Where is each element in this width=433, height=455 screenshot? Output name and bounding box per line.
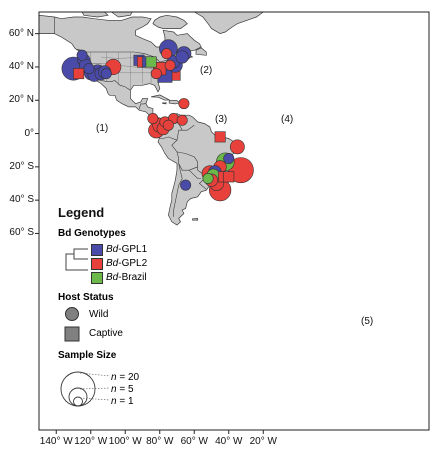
sample-markers bbox=[61, 39, 254, 202]
map-frame bbox=[38, 11, 430, 431]
jamaica bbox=[161, 102, 167, 105]
size-leader-1 bbox=[79, 397, 110, 401]
legend-title: Legend bbox=[58, 205, 105, 220]
lon-label: 140° W bbox=[39, 436, 73, 447]
lat-label: 0° bbox=[24, 127, 34, 139]
sample-marker-wild bbox=[223, 153, 235, 165]
greenland bbox=[171, 11, 265, 34]
sample-marker-wild bbox=[180, 179, 192, 191]
lat-label: 40° N bbox=[8, 60, 34, 72]
sample-marker-wild bbox=[83, 63, 95, 75]
andes-border bbox=[173, 163, 183, 217]
captive-square-icon bbox=[64, 326, 80, 342]
annotation-region-4: (4) bbox=[281, 114, 294, 125]
legend-genotypes-title: Bd Genotypes bbox=[58, 228, 126, 239]
annotation-region-5: (5) bbox=[361, 316, 374, 327]
lat-label: 60° N bbox=[8, 27, 34, 39]
size-leader-20 bbox=[79, 372, 110, 377]
swatch-gpl1 bbox=[91, 244, 103, 256]
annotation-region-1: (1) bbox=[96, 123, 109, 134]
lat-label: 20° N bbox=[8, 94, 34, 106]
baffin-island bbox=[152, 14, 188, 29]
newfoundland bbox=[195, 47, 207, 56]
sample-marker-wild bbox=[164, 59, 176, 71]
lon-label: 60° W bbox=[180, 436, 208, 447]
annotation-region-3: (3) bbox=[215, 114, 228, 125]
paraguay-border bbox=[188, 169, 202, 179]
sample-marker-captive bbox=[145, 56, 157, 68]
legend: Legend bbox=[44, 205, 204, 225]
hispaniola bbox=[168, 100, 181, 105]
swatch-gpl2 bbox=[91, 258, 103, 270]
legend-host-wild: Wild bbox=[89, 309, 109, 320]
sample-marker-captive bbox=[73, 68, 85, 80]
lat-label: 20° S bbox=[9, 160, 34, 172]
sample-marker-wild bbox=[175, 50, 189, 64]
legend-size-1: n = 1 bbox=[111, 396, 134, 407]
legend-size-circles bbox=[60, 371, 110, 407]
arctic-island-b bbox=[110, 11, 133, 18]
arctic-island-a bbox=[81, 11, 109, 18]
lat-label: 40° S bbox=[9, 194, 34, 206]
wild-circle-icon bbox=[65, 307, 79, 321]
annotation-region-2: (2) bbox=[200, 65, 213, 76]
lon-label: 120° W bbox=[74, 436, 108, 447]
lon-label: 100° W bbox=[108, 436, 142, 447]
legend-size-20: n = 20 bbox=[111, 372, 140, 383]
sample-marker-wild bbox=[161, 48, 173, 60]
sample-marker-wild bbox=[202, 173, 214, 185]
legend-size-5: n = 5 bbox=[111, 384, 134, 395]
sample-marker-wild bbox=[150, 68, 162, 80]
sample-marker-wild bbox=[100, 68, 112, 80]
mexico-central-border bbox=[138, 102, 147, 110]
sample-marker-captive bbox=[214, 131, 226, 143]
swatch-brazil bbox=[91, 272, 103, 284]
sample-marker-wild bbox=[176, 114, 188, 126]
lon-label: 80° W bbox=[146, 436, 174, 447]
legend-host-title: Host Status bbox=[58, 292, 114, 303]
sample-marker-wild bbox=[229, 139, 245, 155]
cuba bbox=[151, 94, 171, 101]
lon-label: 40° W bbox=[215, 436, 243, 447]
size-circle-1 bbox=[73, 396, 83, 407]
state-border-10 bbox=[101, 56, 119, 59]
lon-label: 20° W bbox=[249, 436, 277, 447]
legend-genotype-brazil: Bd-Brazil bbox=[106, 272, 147, 283]
size-leader-5 bbox=[79, 387, 110, 390]
legend-genotype-gpl1: Bd-GPL1 bbox=[106, 244, 148, 255]
legend-host-captive: Captive bbox=[89, 328, 123, 339]
genotype-tree-icon bbox=[65, 248, 88, 271]
peru-ecuador-border bbox=[159, 136, 178, 141]
legend-size-title: Sample Size bbox=[58, 350, 117, 361]
us-mexico-border bbox=[95, 79, 131, 91]
falklands bbox=[192, 218, 199, 221]
sample-marker-captive bbox=[223, 171, 235, 183]
lat-label: 60° S bbox=[9, 227, 34, 239]
axis-ticks bbox=[35, 33, 264, 434]
legend-host-shapes bbox=[64, 307, 80, 342]
sample-marker-wild bbox=[147, 113, 159, 125]
legend-genotype-gpl2: Bd-GPL2 bbox=[106, 258, 148, 269]
sample-marker-wild bbox=[178, 98, 190, 110]
sample-marker-wild bbox=[76, 49, 88, 61]
bolivia-border bbox=[176, 151, 198, 171]
size-circle-20 bbox=[60, 371, 96, 407]
sample-marker-wild bbox=[162, 119, 174, 131]
